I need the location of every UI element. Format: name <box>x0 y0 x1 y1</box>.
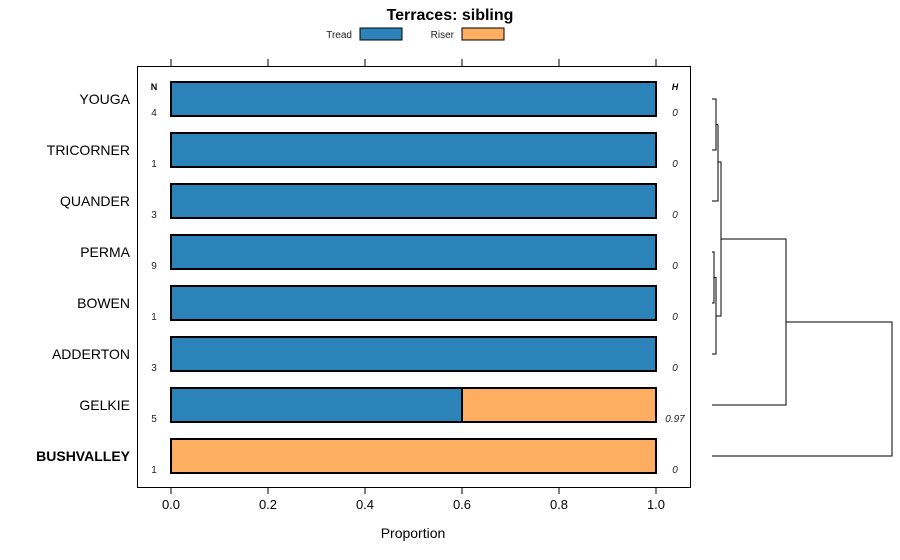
bar-tread <box>170 132 657 168</box>
chart-title: Terraces: sibling <box>387 7 514 24</box>
category-label: ADDERTON <box>52 346 130 362</box>
dendrogram <box>712 98 893 457</box>
bar-tread <box>170 336 657 372</box>
bar-riser <box>461 387 657 423</box>
category-label: BUSHVALLEY <box>36 448 131 464</box>
bar-riser <box>170 438 657 474</box>
n-value: 3 <box>151 363 157 374</box>
dendro-branch <box>712 321 893 457</box>
n-header: N <box>151 82 158 92</box>
x-tick-label: 0.0 <box>162 497 180 512</box>
h-value: 0 <box>672 159 678 170</box>
n-value: 4 <box>151 108 157 119</box>
n-value: 1 <box>151 159 157 170</box>
dendro-branch <box>712 98 717 151</box>
category-label: GELKIE <box>79 397 130 413</box>
dendro-branch <box>712 124 719 202</box>
h-value: 0 <box>672 210 678 221</box>
legend-label-tread: Tread <box>326 30 352 41</box>
n-value: 5 <box>151 414 157 425</box>
category-label: TRICORNER <box>47 142 130 158</box>
bar-tread <box>170 81 657 117</box>
legend-label-riser: Riser <box>431 30 455 41</box>
dendro-branch <box>712 238 787 406</box>
h-value: 0 <box>672 363 678 374</box>
n-value: 1 <box>151 465 157 476</box>
h-value: 0 <box>672 108 678 119</box>
dendro-branch <box>712 251 715 304</box>
h-value: 0 <box>672 312 678 323</box>
bar-tread <box>170 285 657 321</box>
bar-tread <box>170 234 657 270</box>
plot-panel <box>137 66 691 488</box>
bar-tread <box>170 387 463 423</box>
h-value: 0 <box>672 465 678 476</box>
category-label: YOUGA <box>79 91 130 107</box>
x-tick-label: 0.8 <box>550 497 568 512</box>
x-tick-label: 1.0 <box>647 497 665 512</box>
category-label: BOWEN <box>77 295 130 311</box>
h-value: 0 <box>672 261 678 272</box>
x-tick-label: 0.6 <box>453 497 471 512</box>
x-tick-label: 0.4 <box>356 497 374 512</box>
x-tick-label: 0.2 <box>259 497 277 512</box>
n-value: 1 <box>151 312 157 323</box>
n-value: 3 <box>151 210 157 221</box>
legend-swatch-riser <box>461 27 505 41</box>
n-value: 9 <box>151 261 157 272</box>
h-header: H <box>672 82 679 92</box>
bar-tread <box>170 183 657 219</box>
category-label: PERMA <box>80 244 130 260</box>
legend-swatch-tread <box>359 27 403 41</box>
category-label: QUANDER <box>60 193 130 209</box>
x-axis-label: Proportion <box>381 525 446 541</box>
h-value: 0.97 <box>665 414 685 425</box>
